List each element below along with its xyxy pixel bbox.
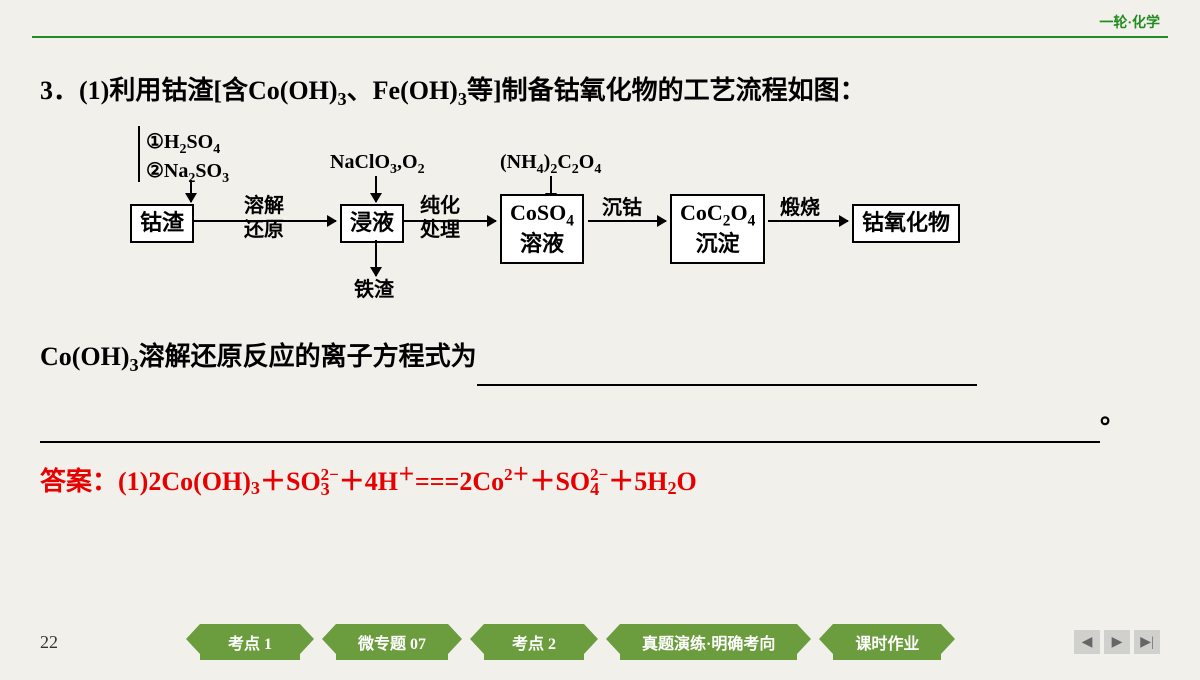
- box-leach-liquid: 浸液: [340, 204, 404, 242]
- q-suffix: 等]制备钴氧化物的工艺流程如图：: [467, 76, 866, 105]
- fillin-chem-sub: 3: [130, 356, 139, 376]
- page-number: 22: [40, 632, 200, 653]
- box-coso4: CoSO4 溶液: [500, 194, 584, 263]
- reagent-1-border: [138, 126, 140, 182]
- tab-exam-practice[interactable]: 真题演练·明确考向: [620, 624, 797, 660]
- q-chem1-sub: 3: [338, 89, 347, 109]
- box-cobalt-slag: 钴渣: [130, 204, 194, 242]
- next-button[interactable]: ▶: [1104, 630, 1130, 654]
- q-sep1: 、: [347, 76, 373, 105]
- tab-point-2[interactable]: 考点 2: [484, 624, 584, 660]
- iron-slag-arrow: [375, 240, 377, 276]
- iron-slag-label: 铁渣: [354, 278, 394, 302]
- box-coc2o4: CoC2O4 沉淀: [670, 194, 765, 263]
- q-prefix: 利用钴渣[含: [109, 76, 248, 105]
- q-chem2: Fe(OH): [373, 76, 458, 105]
- arrow-2-label: 纯化处理: [420, 194, 460, 242]
- q-chem1: Co(OH): [248, 76, 338, 105]
- blank-2: [40, 412, 1100, 443]
- blank-1: [477, 354, 977, 385]
- box-cobalt-oxide: 钴氧化物: [852, 204, 960, 242]
- fillin-period: 。: [1100, 400, 1126, 429]
- tab-homework[interactable]: 课时作业: [833, 624, 941, 660]
- bottom-bar: 22 考点 1 微专题 07 考点 2 真题演练·明确考向 课时作业 ◀ ▶ ▶…: [0, 624, 1200, 660]
- top-divider: [32, 36, 1168, 38]
- nav-controls: ◀ ▶ ▶|: [1074, 630, 1160, 654]
- last-button[interactable]: ▶|: [1134, 630, 1160, 654]
- tab-point-1[interactable]: 考点 1: [200, 624, 300, 660]
- fillin-text: 溶解还原反应的离子方程式为: [139, 342, 477, 371]
- answer-label: 答案：: [40, 467, 118, 496]
- question-number: 3．(1): [40, 76, 109, 105]
- question-text: 3．(1)利用钴渣[含Co(OH)3、Fe(OH)3等]制备钴氧化物的工艺流程如…: [40, 70, 1160, 114]
- arrow-4: [768, 220, 848, 222]
- answer-part: (1): [118, 467, 148, 496]
- fill-in-question: Co(OH)3溶解还原反应的离子方程式为 。: [40, 328, 1160, 442]
- reagent-2: NaClO3,O2: [330, 150, 425, 179]
- header-brand: 一轮·化学: [1099, 12, 1160, 32]
- prev-button[interactable]: ◀: [1074, 630, 1100, 654]
- tab-micro-07[interactable]: 微专题 07: [336, 624, 448, 660]
- arrow-3-label: 沉钴: [602, 196, 642, 220]
- arrow-3: [588, 220, 666, 222]
- arrow-4-label: 煅烧: [780, 196, 820, 220]
- q-chem2-sub: 3: [458, 89, 467, 109]
- fillin-chem: Co(OH): [40, 342, 130, 371]
- reagent-3: (NH4)2C2O4: [500, 150, 601, 179]
- content-area: 3．(1)利用钴渣[含Co(OH)3、Fe(OH)3等]制备钴氧化物的工艺流程如…: [40, 70, 1160, 498]
- reagent-1: ①H2SO4 ②Na2SO3: [146, 130, 229, 188]
- arrow-1-label: 溶解还原: [244, 194, 284, 242]
- reagent-1-arrow: [190, 180, 192, 202]
- process-flowchart: ①H2SO4 ②Na2SO3 NaClO3,O2 (NH4)2C2O4 钴渣 浸…: [130, 136, 960, 306]
- reagent-2-arrow: [375, 176, 377, 202]
- answer-line: 答案：(1)2Co(OH)3＋SO32−＋4H＋===2Co2＋＋SO42−＋5…: [40, 461, 1160, 498]
- nav-tabs: 考点 1 微专题 07 考点 2 真题演练·明确考向 课时作业: [200, 624, 941, 660]
